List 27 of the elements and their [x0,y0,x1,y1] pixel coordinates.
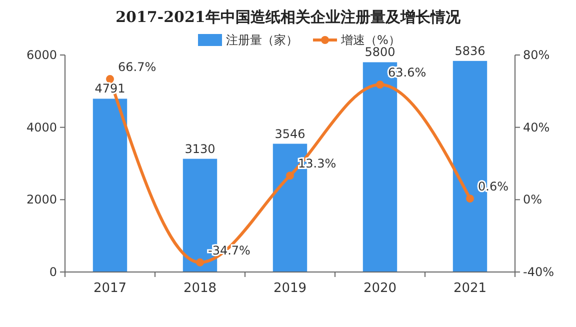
x-tick-label: 2018 [183,281,217,296]
y2-tick-label: -40% [523,265,554,279]
y-tick-label: 6000 [26,48,57,62]
x-tick-label: 2017 [93,281,127,296]
y-tick-label: 4000 [26,120,57,134]
point [196,258,204,266]
point [466,194,474,203]
point [376,80,384,89]
y-tick-label: 2000 [26,192,57,207]
bar [92,98,128,272]
y-tick-label: 0 [49,265,57,279]
y2-tick-label: 0% [523,192,542,207]
y2-tick-label: 80% [523,48,550,62]
point [286,172,294,180]
point [106,75,114,84]
data-label: 3130 [184,142,216,156]
data-label: 5836 [454,44,486,58]
data-label: 3546 [274,126,306,141]
data-label: 66.7% [118,60,156,74]
y2-tick-label: 40% [523,120,550,134]
legend-label: 注册量（家） [226,33,298,47]
x-tick-label: 2021 [453,281,487,296]
x-tick-label: 2019 [273,281,307,296]
chart-title: 2017-2021年中国造纸相关企业注册量及增长情况 [116,8,462,26]
data-label: 5800 [364,45,396,60]
legend-label: 增速（%） [340,33,400,47]
x-tick-label: 2020 [363,281,397,296]
